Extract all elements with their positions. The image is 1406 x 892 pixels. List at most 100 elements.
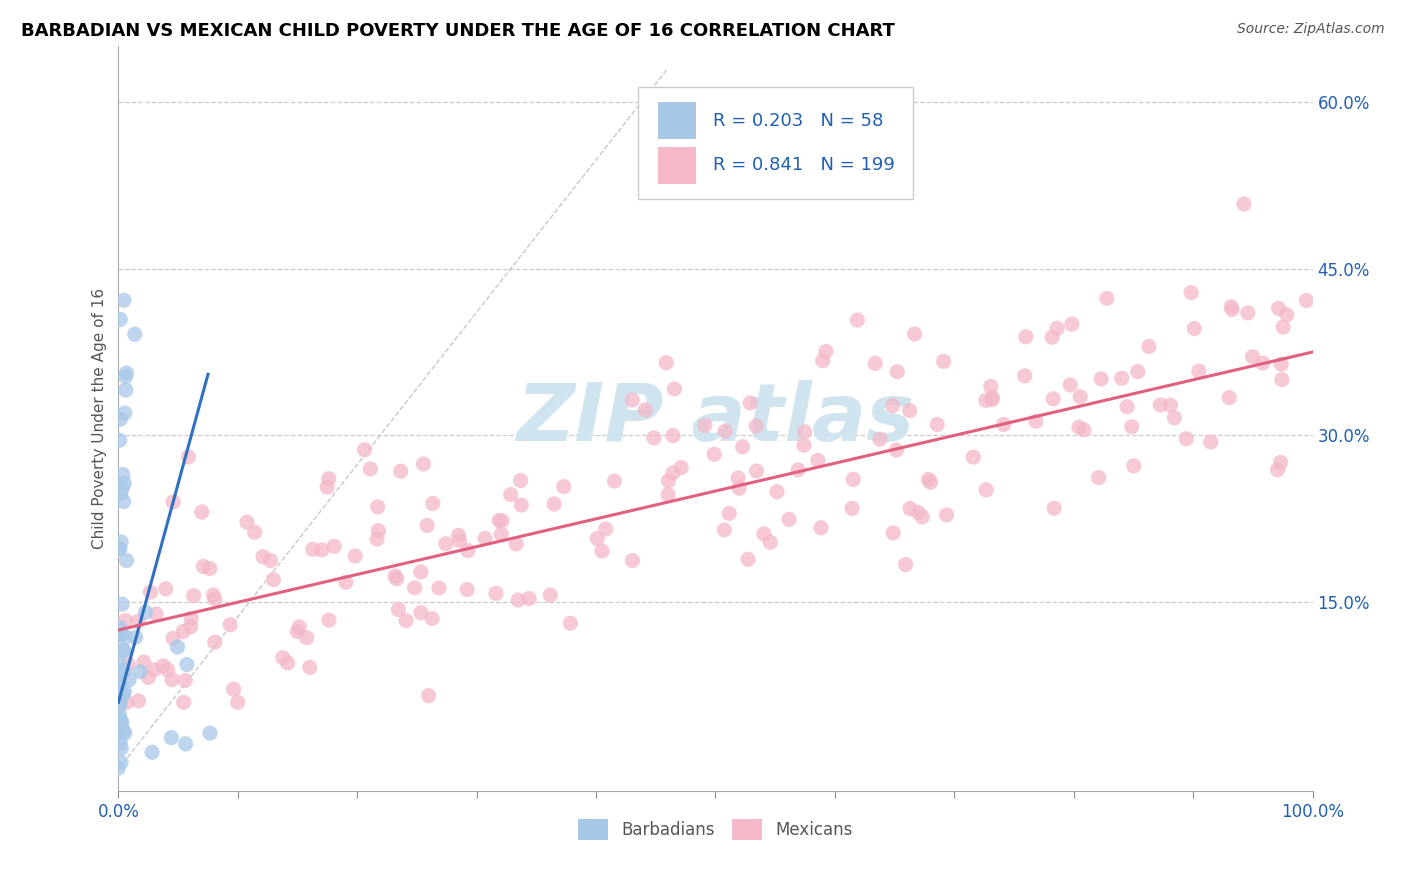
Mexicans	[553, 480, 575, 494]
Mexicans	[427, 581, 450, 595]
Mexicans	[1090, 372, 1112, 386]
Barbadians	[115, 366, 138, 380]
Mexicans	[1126, 365, 1149, 379]
Mexicans	[145, 607, 167, 621]
Mexicans	[1015, 330, 1038, 344]
Mexicans	[752, 527, 775, 541]
Barbadians	[110, 713, 132, 727]
Mexicans	[882, 399, 904, 413]
Mexicans	[1073, 423, 1095, 437]
Mexicans	[409, 565, 432, 579]
Mexicans	[882, 525, 904, 540]
Mexicans	[416, 518, 439, 533]
Mexicans	[285, 624, 308, 639]
Mexicans	[162, 632, 184, 646]
Mexicans	[204, 592, 226, 607]
Mexicans	[366, 532, 388, 546]
Mexicans	[1270, 357, 1292, 371]
Barbadians	[108, 714, 131, 729]
Mexicans	[1272, 320, 1295, 334]
Mexicans	[1040, 330, 1063, 344]
Barbadians	[112, 293, 135, 308]
Barbadians	[114, 684, 136, 698]
Mexicans	[353, 442, 375, 457]
Barbadians	[124, 630, 146, 644]
Barbadians	[115, 553, 138, 567]
Barbadians	[198, 726, 221, 740]
Barbadians	[108, 621, 131, 635]
Barbadians	[108, 698, 131, 713]
Mexicans	[263, 573, 285, 587]
Barbadians	[107, 723, 129, 738]
Mexicans	[1241, 350, 1264, 364]
FancyBboxPatch shape	[638, 87, 912, 199]
Mexicans	[1042, 392, 1064, 406]
Mexicans	[474, 532, 496, 546]
Mexicans	[457, 543, 479, 558]
Barbadians	[114, 369, 136, 384]
Mexicans	[766, 484, 789, 499]
Mexicans	[277, 656, 299, 670]
Mexicans	[243, 525, 266, 540]
Mexicans	[1087, 470, 1109, 484]
Barbadians	[110, 412, 132, 426]
Mexicans	[1199, 434, 1222, 449]
Mexicans	[252, 549, 274, 564]
Mexicans	[842, 472, 865, 486]
Bar	[658, 147, 696, 184]
Mexicans	[367, 500, 389, 514]
Mexicans	[236, 515, 259, 529]
Mexicans	[420, 611, 443, 625]
Mexicans	[509, 474, 531, 488]
Mexicans	[886, 365, 908, 379]
Barbadians	[174, 737, 197, 751]
Mexicans	[1218, 391, 1240, 405]
Mexicans	[778, 512, 800, 526]
Mexicans	[1180, 285, 1202, 300]
Barbadians	[114, 383, 136, 397]
Mexicans	[869, 432, 891, 446]
Barbadians	[110, 736, 132, 750]
Barbadians	[111, 481, 134, 495]
Mexicans	[517, 591, 540, 606]
Mexicans	[156, 663, 179, 677]
Mexicans	[344, 549, 367, 563]
Barbadians	[108, 312, 131, 326]
Mexicans	[586, 532, 609, 546]
Mexicans	[180, 611, 202, 625]
Mexicans	[980, 379, 1002, 393]
Mexicans	[935, 508, 957, 522]
Mexicans	[219, 617, 242, 632]
Mexicans	[713, 523, 735, 537]
Mexicans	[1122, 458, 1144, 473]
Mexicans	[412, 457, 434, 471]
Mexicans	[932, 354, 955, 368]
Mexicans	[138, 670, 160, 684]
Mexicans	[962, 450, 984, 464]
Barbadians	[114, 630, 136, 644]
Mexicans	[173, 695, 195, 709]
Mexicans	[422, 496, 444, 510]
Mexicans	[1025, 414, 1047, 428]
Barbadians	[111, 715, 134, 730]
Mexicans	[759, 535, 782, 549]
Barbadians	[112, 643, 135, 657]
Mexicans	[404, 581, 426, 595]
Mexicans	[162, 495, 184, 509]
Mexicans	[993, 417, 1015, 432]
Mexicans	[160, 673, 183, 687]
Mexicans	[621, 392, 644, 407]
Mexicans	[703, 447, 725, 461]
Mexicans	[1043, 501, 1066, 516]
Mexicans	[728, 481, 751, 495]
Mexicans	[1163, 410, 1185, 425]
Barbadians	[112, 724, 135, 739]
Mexicans	[127, 615, 149, 629]
Barbadians	[114, 726, 136, 740]
Mexicans	[1067, 420, 1090, 434]
Mexicans	[727, 471, 749, 485]
Mexicans	[298, 660, 321, 674]
Mexicans	[974, 483, 997, 497]
Barbadians	[108, 433, 131, 447]
Mexicans	[323, 539, 346, 553]
